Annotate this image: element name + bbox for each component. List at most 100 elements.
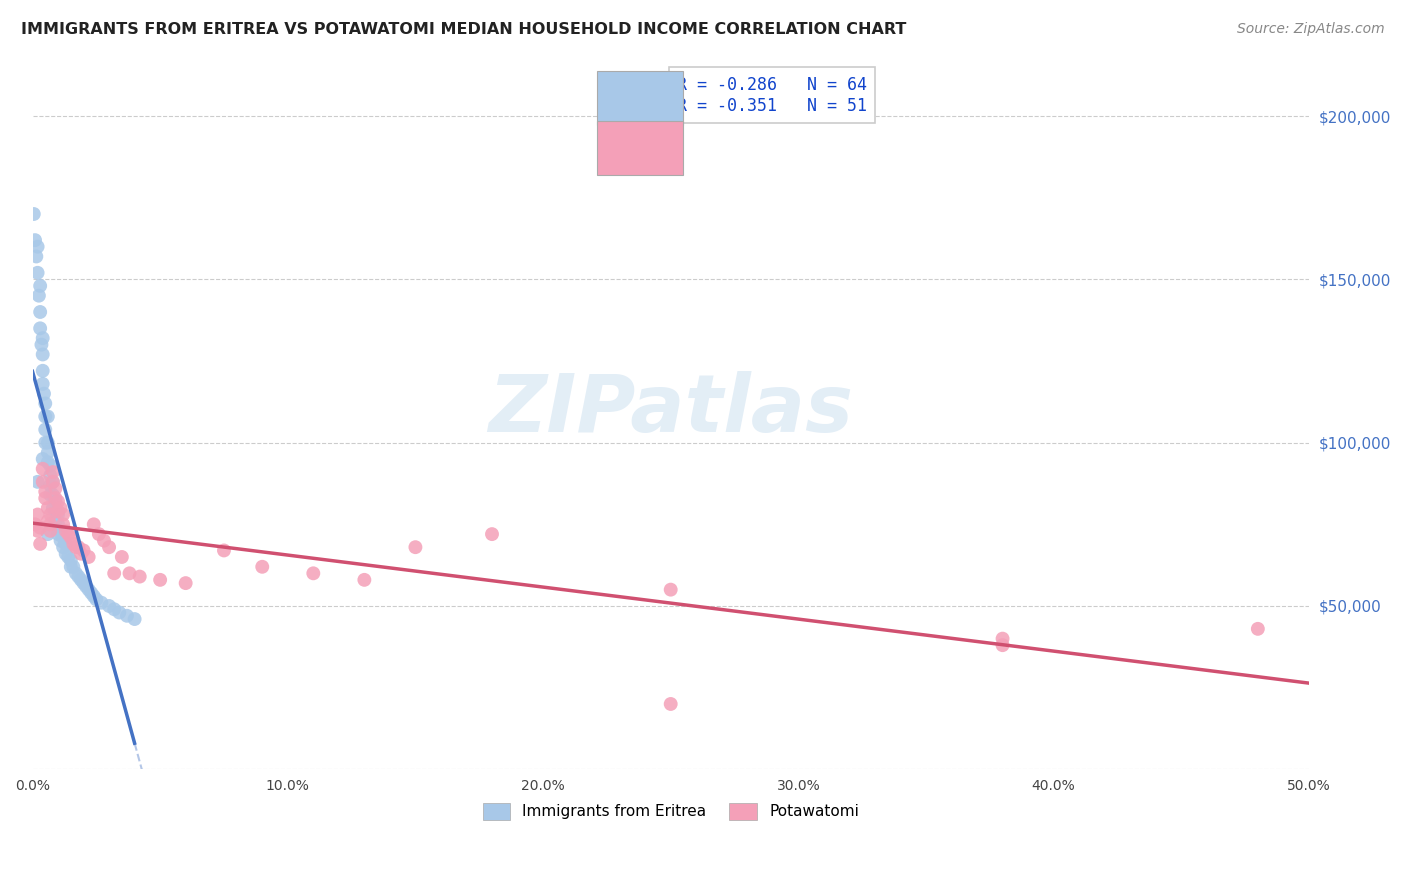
Point [49, 533, 72, 548]
Point [34, 435, 56, 450]
Point [404, 540, 426, 554]
Point [70, 573, 93, 587]
Point [83, 517, 105, 532]
Point [115, 608, 138, 623]
Point [37, 445, 59, 459]
Point [31, 475, 53, 489]
Point [55, 524, 77, 538]
Point [28, 288, 51, 302]
Point [72, 543, 94, 558]
Point [34, 409, 56, 424]
Point [39, 468, 62, 483]
FancyBboxPatch shape [596, 121, 683, 175]
Point [49, 524, 72, 538]
Point [25, 250, 48, 264]
Point [72, 576, 94, 591]
Point [39, 488, 62, 502]
Point [59, 559, 82, 574]
Point [59, 553, 82, 567]
Point [27, 524, 49, 538]
Point [75, 579, 97, 593]
Point [103, 566, 125, 581]
Point [34, 423, 56, 437]
Point [39, 508, 62, 522]
Point [30, 278, 52, 293]
Point [52, 508, 75, 522]
Point [111, 549, 134, 564]
Point [59, 530, 82, 544]
Point [31, 331, 53, 345]
Point [31, 462, 53, 476]
Point [37, 527, 59, 541]
Point [30, 321, 52, 335]
Point [39, 524, 62, 538]
Point [87, 527, 110, 541]
Point [44, 482, 66, 496]
Point [42, 488, 65, 502]
Legend: Immigrants from Eritrea, Potawatomi: Immigrants from Eritrea, Potawatomi [477, 797, 865, 826]
Point [44, 494, 66, 508]
Point [98, 599, 121, 613]
Point [90, 596, 112, 610]
Point [108, 606, 131, 620]
Point [34, 396, 56, 410]
Point [24, 517, 46, 532]
Point [24, 233, 46, 247]
Point [58, 527, 80, 541]
Point [103, 602, 125, 616]
Point [991, 638, 1014, 652]
Text: ZIPatlas: ZIPatlas [488, 371, 853, 449]
Point [65, 566, 87, 581]
Point [128, 569, 150, 583]
Text: Source: ZipAtlas.com: Source: ZipAtlas.com [1237, 22, 1385, 37]
Point [31, 347, 53, 361]
Point [42, 465, 65, 479]
Point [44, 514, 66, 528]
Point [44, 504, 66, 518]
Point [37, 455, 59, 469]
Point [27, 475, 49, 489]
Point [31, 452, 53, 467]
Point [58, 549, 80, 564]
Point [124, 612, 146, 626]
Point [481, 527, 503, 541]
Point [46, 508, 69, 522]
Point [83, 589, 105, 603]
Point [46, 494, 69, 508]
Point [659, 697, 682, 711]
Point [991, 632, 1014, 646]
Point [353, 573, 375, 587]
Point [39, 478, 62, 492]
Point [37, 514, 59, 528]
Point [46, 517, 69, 532]
Point [93, 533, 115, 548]
Point [32, 386, 55, 401]
Point [30, 305, 52, 319]
Point [39, 458, 62, 473]
Point [31, 376, 53, 391]
Point [42, 475, 65, 489]
Point [55, 537, 77, 551]
Point [98, 540, 121, 554]
Point [46, 504, 69, 518]
Text: IMMIGRANTS FROM ERITREA VS POTAWATOMI MEDIAN HOUSEHOLD INCOME CORRELATION CHART: IMMIGRANTS FROM ERITREA VS POTAWATOMI ME… [21, 22, 907, 37]
Point [86, 592, 108, 607]
Point [659, 582, 682, 597]
Point [30, 537, 52, 551]
Point [70, 547, 93, 561]
Text: R = -0.286   N = 64
R = -0.351   N = 51: R = -0.286 N = 64 R = -0.351 N = 51 [678, 76, 868, 115]
Point [149, 573, 172, 587]
Point [42, 500, 65, 515]
Point [44, 491, 66, 506]
Point [30, 520, 52, 534]
Point [52, 540, 75, 554]
Point [49, 500, 72, 515]
Point [27, 508, 49, 522]
Point [22, 207, 45, 221]
Point [1247, 622, 1270, 636]
Point [62, 537, 84, 551]
Point [118, 566, 141, 581]
Point [80, 586, 103, 600]
Point [27, 266, 49, 280]
Point [55, 547, 77, 561]
